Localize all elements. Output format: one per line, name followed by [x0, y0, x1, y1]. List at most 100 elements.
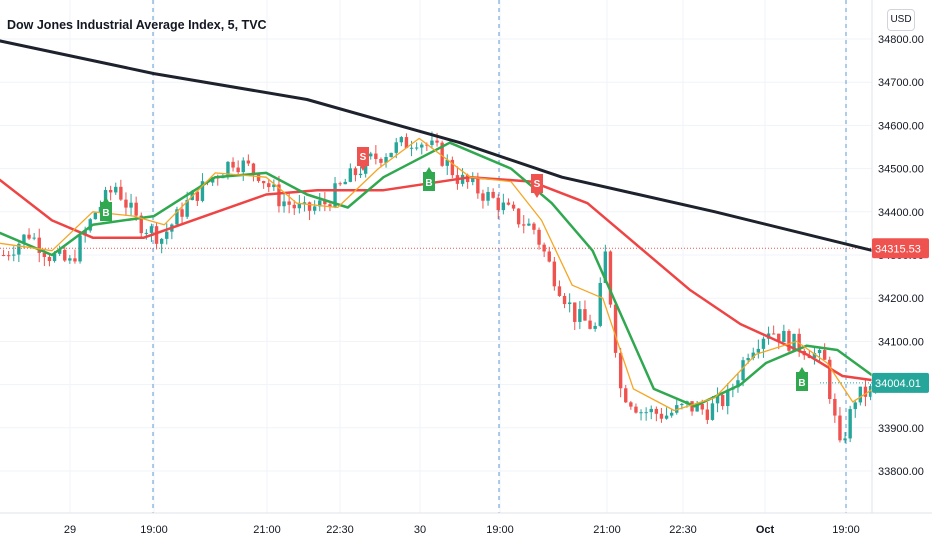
candle	[522, 215, 526, 234]
candle	[853, 399, 857, 418]
y-tick-label: 34600.00	[878, 120, 924, 132]
signal-label: B	[102, 208, 109, 219]
candle	[343, 178, 347, 185]
candle	[6, 250, 11, 261]
candle	[634, 403, 638, 414]
y-tick-label: 34800.00	[878, 34, 924, 46]
moving-averages	[0, 39, 875, 412]
candle	[567, 293, 572, 313]
candle	[639, 409, 643, 421]
y-tick-label: 34200.00	[878, 293, 924, 305]
candle	[231, 157, 235, 172]
candle	[618, 347, 623, 398]
y-tick-label: 34400.00	[878, 207, 924, 219]
candle	[506, 198, 511, 206]
candle	[241, 157, 245, 181]
candle	[812, 346, 817, 365]
candle	[282, 192, 286, 213]
candle	[165, 223, 169, 245]
candle	[828, 356, 832, 404]
y-tick-label: 34700.00	[878, 77, 924, 89]
candle	[710, 396, 715, 421]
candle	[440, 140, 444, 168]
candle	[833, 393, 837, 423]
candle	[782, 324, 786, 343]
moving-average-line	[0, 137, 874, 412]
candle	[114, 182, 118, 195]
candle	[583, 300, 587, 321]
y-tick-label: 33800.00	[878, 466, 924, 478]
candle	[369, 151, 373, 160]
candle	[358, 166, 363, 178]
candle	[669, 408, 674, 418]
candle	[379, 157, 383, 168]
x-tick-label: 30	[414, 524, 426, 536]
session-separators	[152, 0, 847, 513]
x-tick-label: 22:30	[326, 524, 354, 536]
candle	[562, 293, 567, 309]
time-axis[interactable]: 29 19:00 21:00 22:30 30 19:00 21:00 22:30 Oct 19:…	[64, 524, 860, 536]
signal-label: B	[798, 378, 805, 389]
trade-signals: B S B S B	[100, 147, 808, 391]
chart-title: Dow Jones Industrial Average Index, 5, T…	[7, 18, 267, 32]
candle	[272, 179, 276, 192]
candle	[445, 154, 449, 176]
x-tick-label: 19:00	[832, 524, 860, 536]
candle	[471, 172, 475, 186]
candle	[557, 280, 562, 297]
candle	[17, 241, 21, 262]
candle	[613, 302, 618, 358]
candle	[720, 392, 725, 410]
sell-signal-marker: S	[357, 147, 369, 171]
signal-label: B	[425, 178, 432, 189]
candle	[261, 180, 266, 189]
signal-label: S	[360, 152, 367, 163]
y-tick-label: 34500.00	[878, 164, 924, 176]
price-tag-label: 34004.01	[875, 378, 921, 390]
candle	[1, 249, 6, 257]
candle	[491, 188, 495, 199]
candle	[68, 254, 72, 264]
candle	[644, 407, 648, 421]
candle	[93, 211, 98, 220]
candle	[12, 246, 16, 262]
candle	[246, 154, 251, 167]
x-tick-label: 19:00	[486, 524, 514, 536]
candle	[481, 189, 485, 209]
candle	[200, 173, 205, 203]
candle	[348, 163, 353, 183]
candle	[78, 230, 82, 264]
moving-average-line	[0, 39, 875, 253]
candle	[573, 302, 577, 330]
candle	[267, 179, 271, 193]
sell-signal-marker: S	[531, 174, 543, 198]
grid	[0, 0, 872, 513]
candle	[32, 232, 36, 241]
candle	[593, 322, 597, 332]
candle	[868, 384, 873, 401]
signal-label: S	[534, 179, 541, 190]
candle	[73, 249, 77, 264]
candle	[608, 250, 613, 308]
y-tick-label: 34100.00	[878, 336, 924, 348]
x-tick-label: 29	[64, 524, 76, 536]
candle	[175, 206, 179, 225]
candle	[338, 181, 342, 187]
candle	[420, 142, 424, 155]
x-tick-label: 21:00	[593, 524, 621, 536]
candle	[527, 218, 531, 227]
candle	[771, 325, 776, 335]
candle	[486, 186, 490, 206]
candle	[838, 407, 842, 443]
candle	[547, 246, 551, 263]
candle	[726, 383, 730, 415]
candle	[664, 407, 669, 420]
candle	[629, 400, 633, 410]
last-price-tag: 34004.01	[872, 372, 929, 393]
candle	[532, 222, 536, 235]
candle	[705, 402, 710, 424]
currency-button[interactable]: USD	[887, 9, 915, 31]
candle	[236, 160, 240, 177]
